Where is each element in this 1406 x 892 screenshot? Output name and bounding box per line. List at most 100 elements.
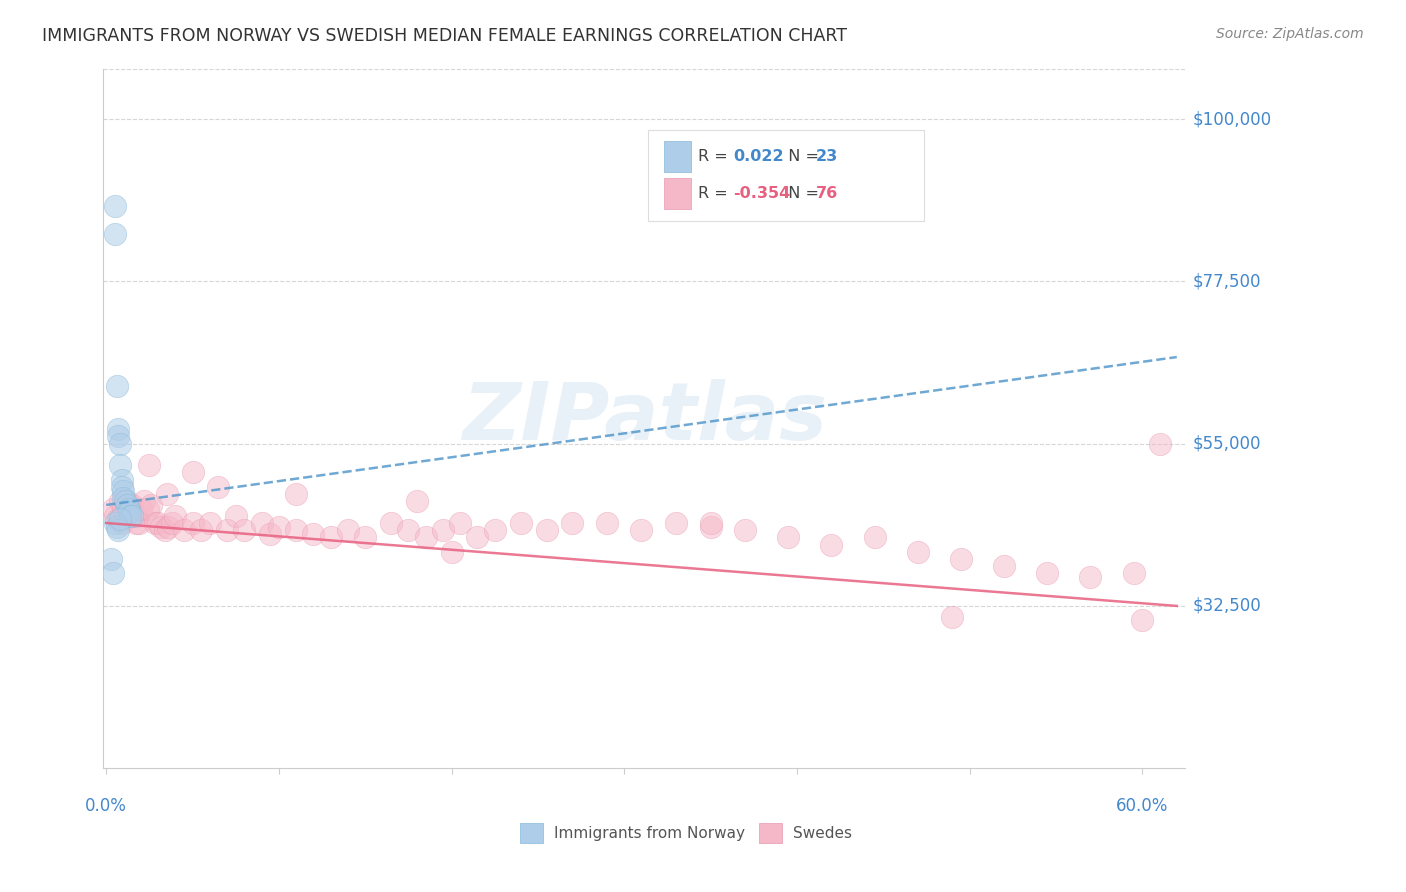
Point — [1080, 570, 1102, 584]
Point — [267, 519, 290, 533]
Point — [108, 436, 131, 450]
Point — [165, 508, 187, 523]
Point — [699, 519, 721, 533]
Point — [1036, 566, 1059, 581]
Text: Source: ZipAtlas.com: Source: ZipAtlas.com — [1216, 27, 1364, 41]
Point — [129, 501, 152, 516]
Point — [112, 483, 135, 498]
Point — [380, 516, 402, 530]
Point — [127, 508, 149, 523]
Point — [100, 552, 122, 566]
Point — [467, 530, 489, 544]
Point — [114, 494, 136, 508]
Point — [138, 458, 160, 473]
Point — [105, 379, 128, 393]
Point — [107, 422, 129, 436]
Point — [207, 480, 229, 494]
Point — [143, 516, 166, 530]
Text: Swedes: Swedes — [793, 826, 852, 840]
Text: IMMIGRANTS FROM NORWAY VS SWEDISH MEDIAN FEMALE EARNINGS CORRELATION CHART: IMMIGRANTS FROM NORWAY VS SWEDISH MEDIAN… — [42, 27, 848, 45]
Text: N =: N = — [778, 186, 824, 201]
Point — [136, 501, 159, 516]
Point — [181, 516, 204, 530]
Point — [150, 519, 173, 533]
Point — [415, 530, 437, 544]
Point — [115, 494, 138, 508]
Point — [108, 494, 131, 508]
Point — [354, 530, 377, 544]
Point — [907, 545, 929, 559]
Point — [115, 498, 138, 512]
Point — [319, 530, 342, 544]
Point — [181, 466, 204, 480]
Text: $100,000: $100,000 — [1192, 110, 1271, 128]
Point — [198, 516, 221, 530]
Point — [101, 566, 124, 581]
Point — [104, 508, 127, 523]
Point — [993, 559, 1015, 574]
Point — [225, 508, 247, 523]
Point — [157, 519, 180, 533]
Point — [949, 552, 972, 566]
Point — [233, 523, 256, 537]
Text: R =: R = — [699, 186, 733, 201]
Point — [111, 480, 134, 494]
Point — [118, 501, 141, 516]
Text: 0.022: 0.022 — [733, 149, 783, 163]
Point — [665, 516, 688, 530]
Point — [336, 523, 359, 537]
Point — [134, 494, 156, 508]
Text: $55,000: $55,000 — [1192, 434, 1261, 452]
Point — [120, 508, 142, 523]
Point — [536, 523, 558, 537]
Point — [160, 516, 183, 530]
Text: 60.0%: 60.0% — [1116, 797, 1168, 815]
Text: -0.354: -0.354 — [733, 186, 790, 201]
Text: $32,500: $32,500 — [1192, 597, 1261, 615]
Point — [121, 498, 143, 512]
Point — [596, 516, 619, 530]
Point — [259, 526, 281, 541]
Point — [440, 545, 463, 559]
Point — [101, 501, 124, 516]
Point — [630, 523, 652, 537]
Point — [285, 523, 308, 537]
Point — [217, 523, 239, 537]
Point — [108, 458, 131, 473]
Point — [406, 494, 429, 508]
Point — [128, 516, 150, 530]
Point — [139, 498, 162, 512]
Point — [699, 516, 721, 530]
Point — [778, 530, 800, 544]
Point — [111, 473, 134, 487]
Text: $77,500: $77,500 — [1192, 272, 1261, 290]
Point — [120, 508, 142, 523]
Point — [108, 512, 131, 526]
Point — [1122, 566, 1144, 581]
Point — [734, 523, 756, 537]
Point — [146, 516, 169, 530]
Point — [107, 512, 129, 526]
Point — [285, 487, 308, 501]
Point — [112, 491, 135, 505]
Text: Immigrants from Norway: Immigrants from Norway — [554, 826, 745, 840]
Text: N =: N = — [778, 149, 824, 163]
Text: 76: 76 — [815, 186, 838, 201]
Point — [104, 227, 127, 242]
Point — [107, 429, 129, 443]
Point — [104, 516, 127, 530]
Point — [114, 505, 136, 519]
Point — [250, 516, 273, 530]
Point — [122, 508, 145, 523]
Text: ZIPatlas: ZIPatlas — [461, 379, 827, 458]
Point — [104, 198, 127, 212]
Text: 0.0%: 0.0% — [86, 797, 127, 815]
Point — [449, 516, 471, 530]
Point — [153, 523, 176, 537]
Point — [107, 523, 129, 537]
Point — [105, 519, 128, 533]
Point — [1149, 436, 1171, 450]
Point — [156, 487, 179, 501]
Point — [820, 538, 842, 552]
Point — [509, 516, 531, 530]
